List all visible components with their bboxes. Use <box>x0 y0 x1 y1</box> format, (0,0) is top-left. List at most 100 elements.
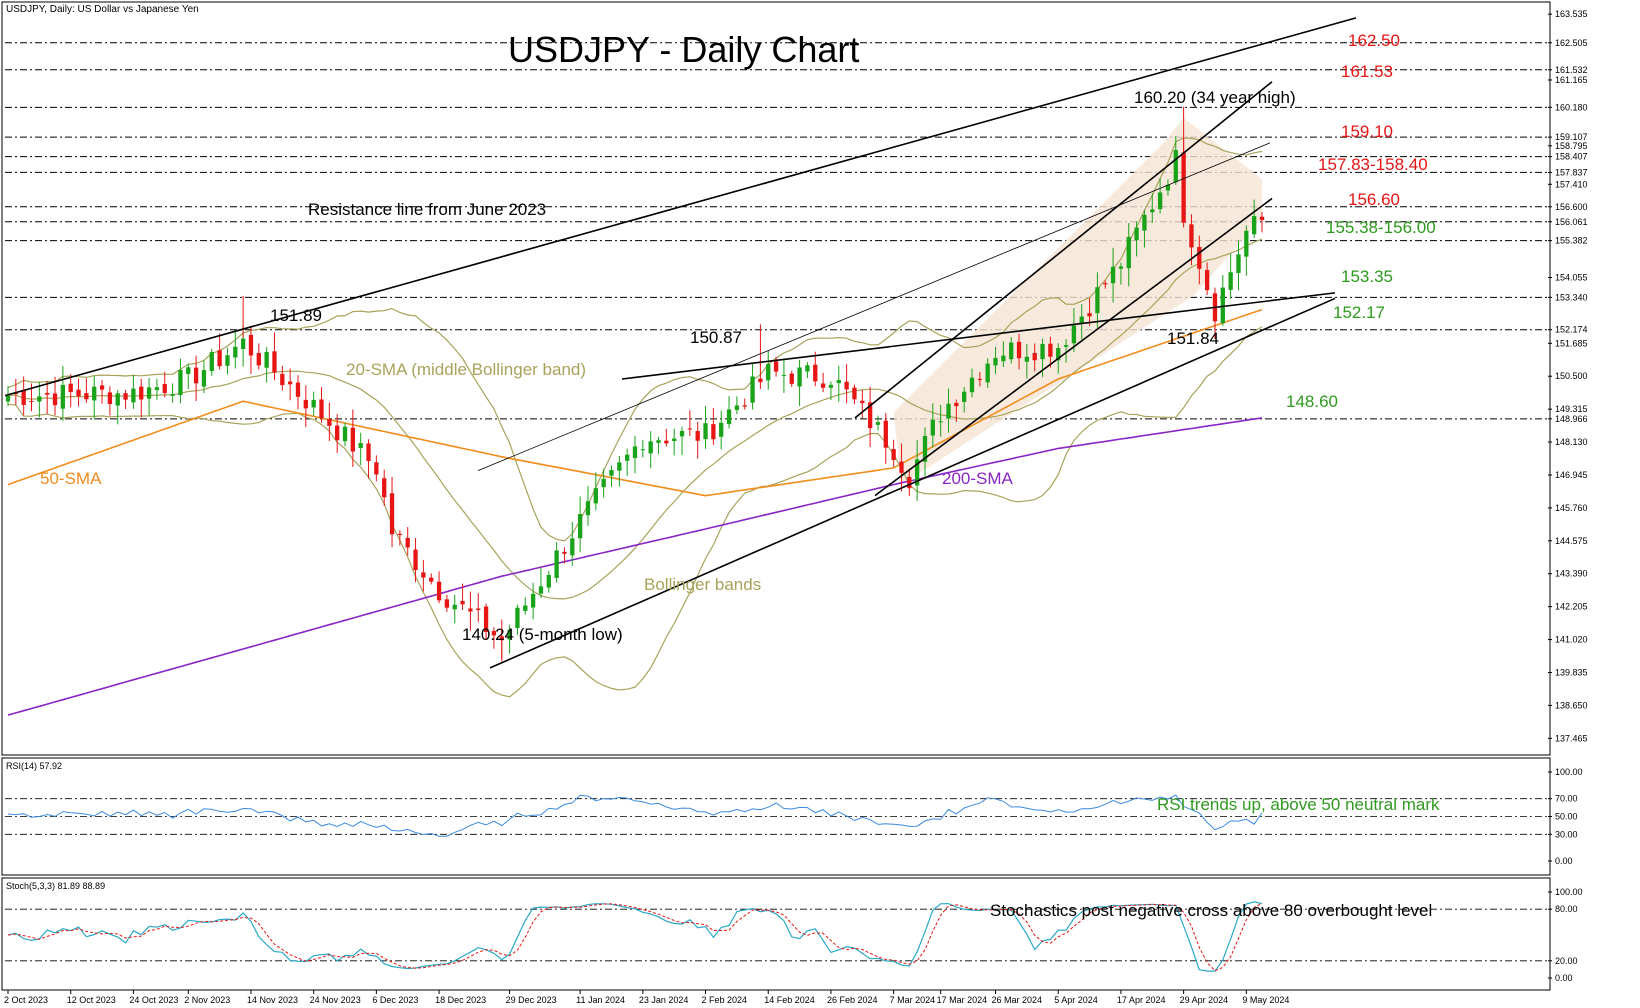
candle-body <box>303 399 308 409</box>
candle-body <box>52 393 58 406</box>
candle <box>115 390 120 425</box>
label-sma50: 50-SMA <box>40 469 102 488</box>
candle-body <box>201 370 207 387</box>
candle <box>523 597 528 615</box>
candle-body <box>1157 192 1163 210</box>
candle-body <box>256 352 261 366</box>
sma200-line <box>7 417 1263 716</box>
candle <box>985 358 990 388</box>
bollinger-lower <box>7 326 1263 698</box>
candle <box>107 386 113 416</box>
candle <box>201 360 207 394</box>
candle <box>84 378 89 403</box>
candle <box>719 410 724 450</box>
candle <box>436 571 442 604</box>
candle <box>350 409 356 467</box>
price-tick-label: 139.835 <box>1555 667 1588 677</box>
annotation-peak-nov: 151.89 <box>270 306 322 325</box>
candle-body <box>617 462 622 471</box>
candle <box>1009 337 1014 364</box>
annotation-low-apr: 151.84 <box>1167 329 1219 348</box>
candle <box>178 358 183 404</box>
candle <box>193 355 199 402</box>
candle-body <box>350 427 356 452</box>
candle <box>907 468 912 497</box>
candle-body <box>358 443 363 448</box>
candle-body <box>1204 270 1210 291</box>
candle-body <box>1173 150 1178 183</box>
candle-body <box>468 608 473 612</box>
candle <box>1032 343 1037 372</box>
candle-body <box>1056 348 1061 361</box>
price-tick-label: 152.174 <box>1555 325 1588 335</box>
candle-body <box>946 403 951 419</box>
candle <box>820 372 826 393</box>
candle-body <box>460 600 465 605</box>
candle <box>366 439 371 479</box>
candle-body <box>625 454 630 461</box>
price-tick-label: 158.407 <box>1555 152 1588 162</box>
rsi-indicator: 100.00 70.00 50.00 30.00 0.00 <box>5 767 1583 866</box>
candle-body <box>1040 343 1045 360</box>
candle <box>1142 210 1147 248</box>
candle <box>601 468 606 498</box>
candle <box>280 365 285 391</box>
price-tick-label: 145.760 <box>1555 503 1588 513</box>
rsi-title: RSI(14) 57.92 <box>6 761 62 771</box>
candle-body <box>758 378 763 383</box>
candle <box>507 624 512 654</box>
candle-body <box>1087 313 1092 317</box>
annotation-high: 160.20 (34 year high) <box>1134 88 1296 107</box>
candle <box>37 381 42 418</box>
candle-body <box>295 382 301 397</box>
candle-body <box>907 476 912 489</box>
price-tick-label: 159.107 <box>1555 132 1588 142</box>
candle <box>609 465 614 487</box>
candle <box>21 376 26 416</box>
horizontal-resistance-line <box>621 292 1336 380</box>
candle-body <box>1048 343 1053 357</box>
candle <box>805 362 810 379</box>
candle-body <box>523 605 528 611</box>
price-tick-label: 161.165 <box>1555 75 1588 85</box>
candle-body <box>366 443 371 461</box>
level-label: 152.17 <box>1333 303 1385 322</box>
candle-body <box>405 537 410 548</box>
candle-body <box>789 373 794 384</box>
candle-body <box>1024 356 1030 362</box>
candle <box>405 527 410 556</box>
candle-body <box>1252 216 1257 235</box>
candle-body <box>632 446 638 458</box>
candle <box>389 476 395 548</box>
candle <box>76 378 81 407</box>
label-bollinger: Bollinger bands <box>644 575 761 594</box>
candle-body <box>45 392 50 395</box>
candle <box>452 594 457 624</box>
candle <box>1244 225 1249 276</box>
date-tick-label: 2 Nov 2023 <box>184 995 230 1005</box>
candle-body <box>217 350 222 367</box>
candle <box>1126 223 1131 287</box>
candle-body <box>679 430 685 437</box>
candle-body <box>891 449 896 461</box>
candle-body <box>742 405 747 407</box>
candle <box>781 359 787 393</box>
candle <box>1259 212 1265 233</box>
candle-body <box>954 402 959 407</box>
candle <box>1173 136 1178 185</box>
candle <box>538 567 544 598</box>
long-term-resistance-line <box>4 17 1357 397</box>
candle <box>1103 280 1108 289</box>
candle <box>954 399 959 422</box>
date-tick-label: 26 Mar 2024 <box>992 995 1043 1005</box>
candle-body <box>444 599 450 608</box>
candle <box>139 378 144 418</box>
price-panel <box>1 1 1551 756</box>
candle-body <box>429 577 434 582</box>
candle-body <box>335 425 340 441</box>
channel-fill <box>893 117 1262 485</box>
candle <box>703 405 708 449</box>
candle <box>1228 253 1233 299</box>
label-sma200: 200-SMA <box>942 469 1014 488</box>
candle <box>640 439 645 458</box>
